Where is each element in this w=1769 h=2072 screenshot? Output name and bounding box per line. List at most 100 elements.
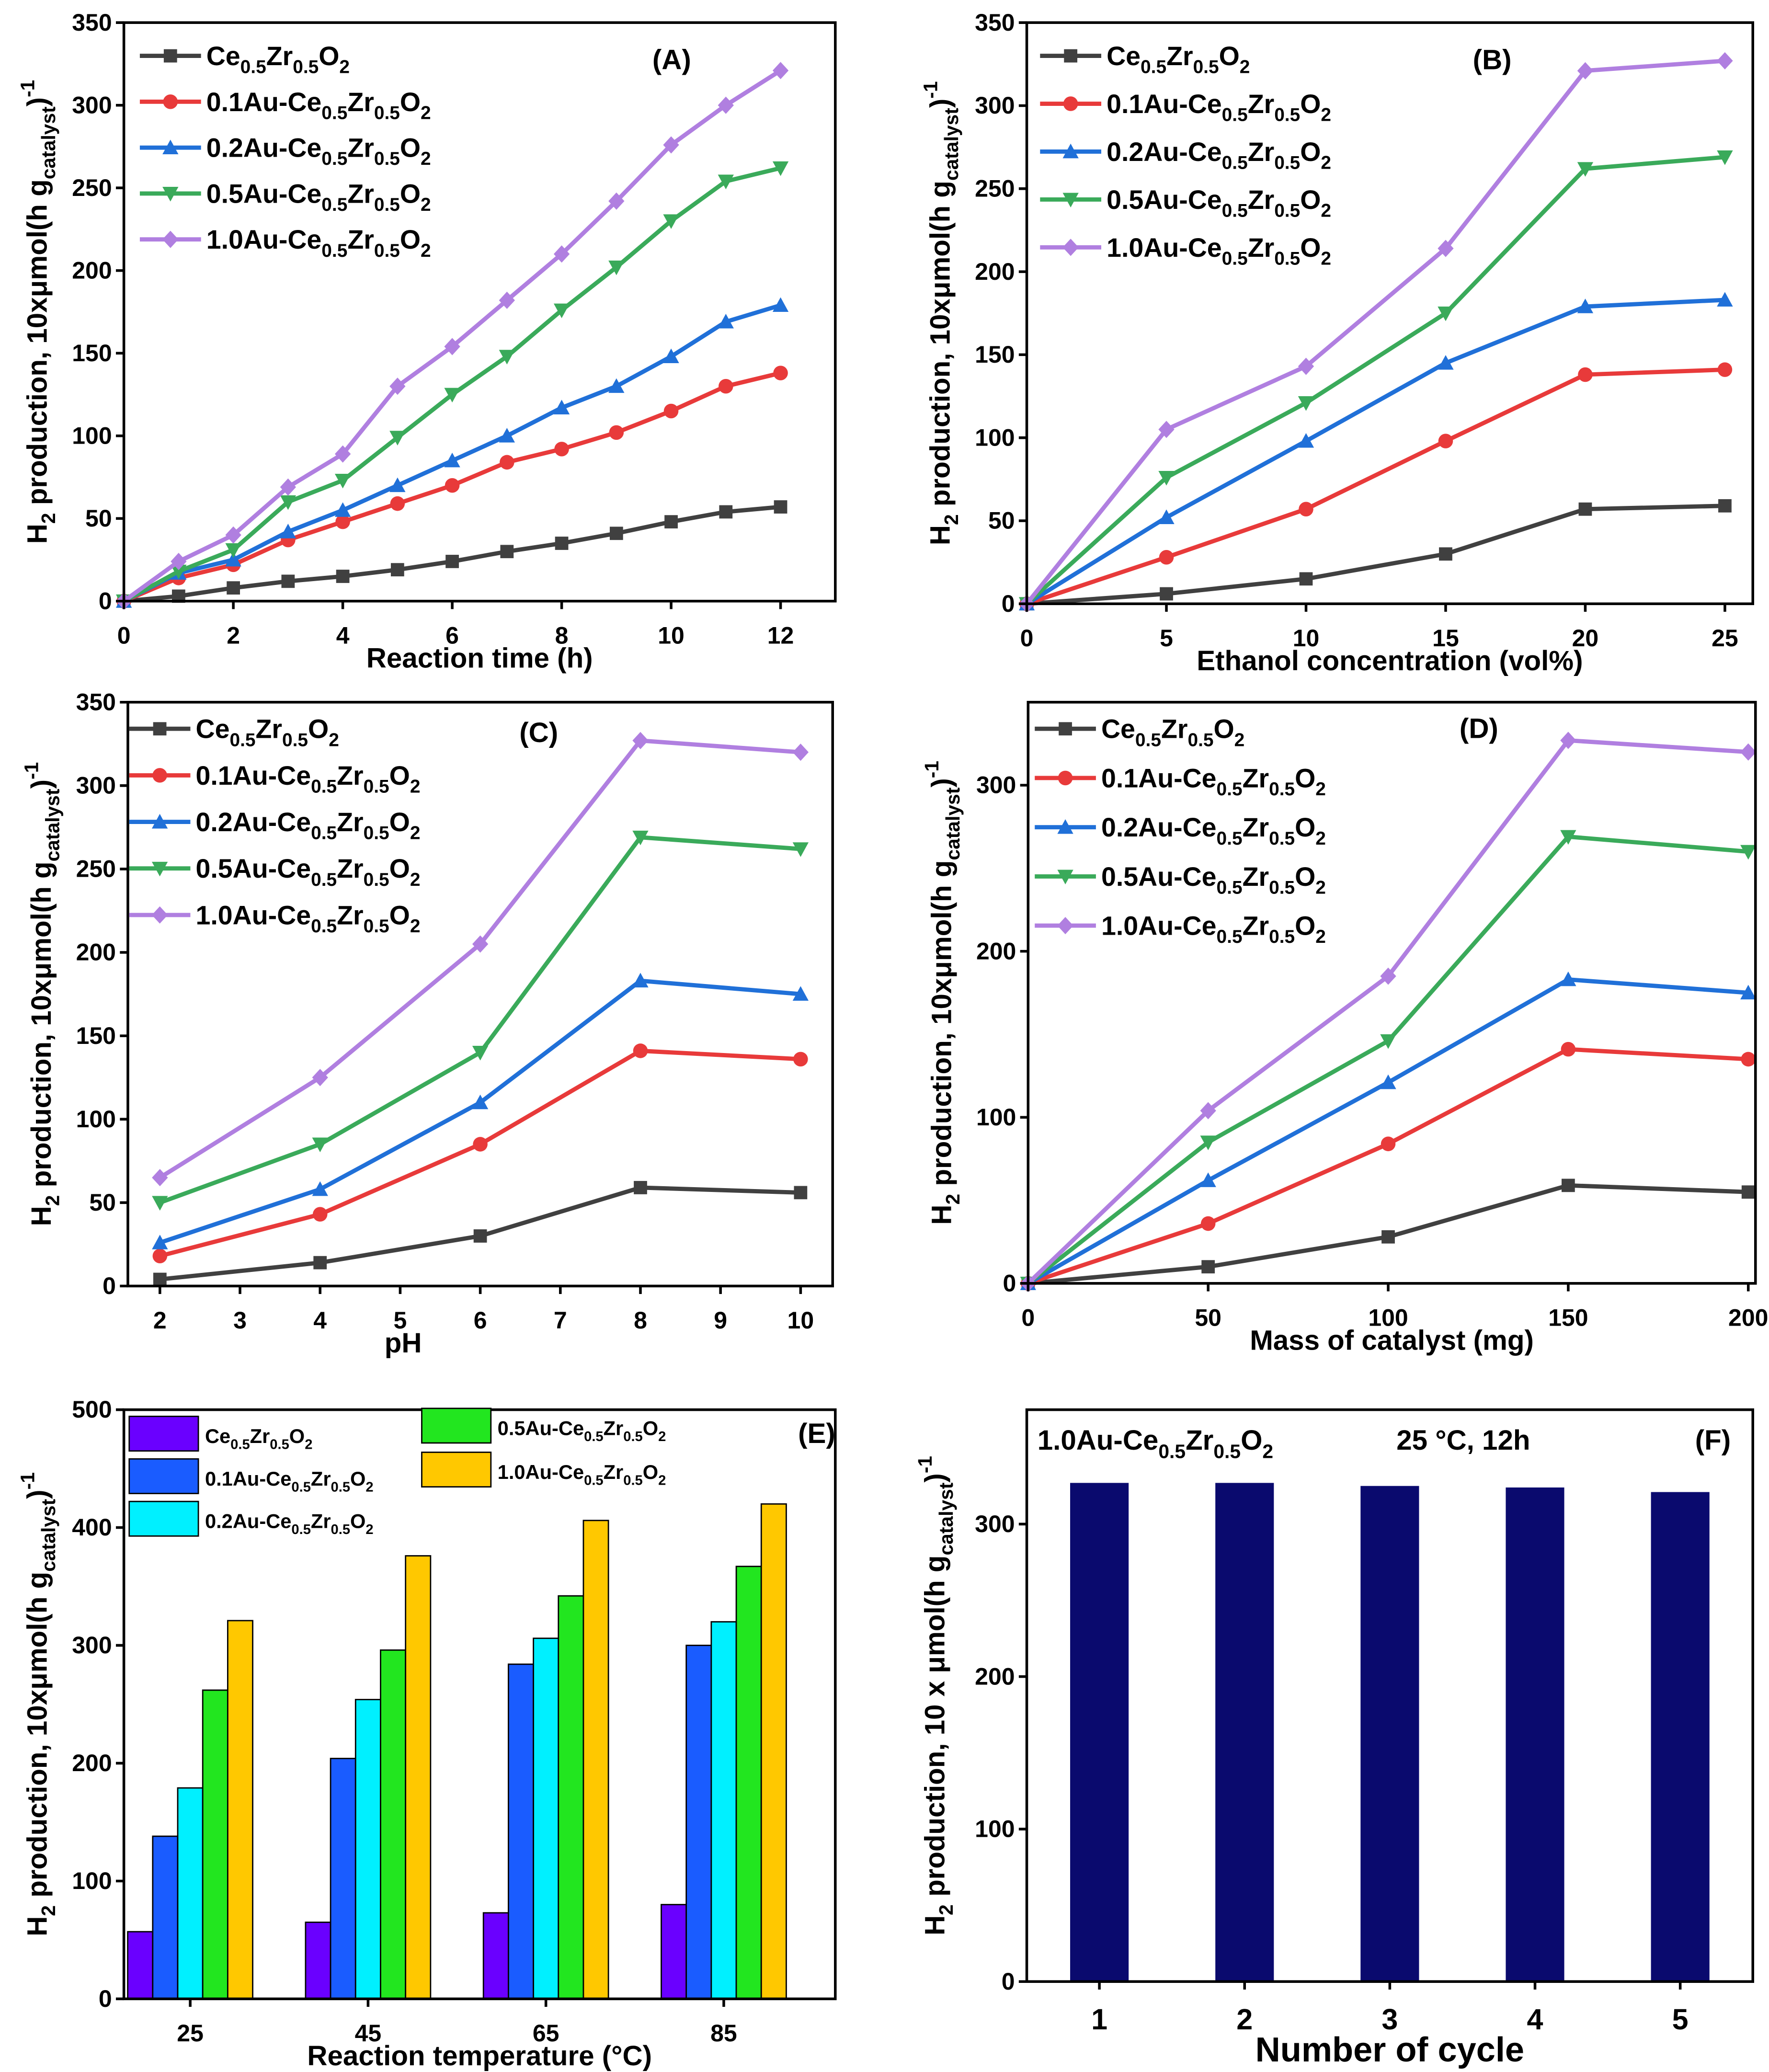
- series-line: [159, 978, 801, 1245]
- triangle-up-marker: [444, 452, 460, 468]
- triangle-up-marker: [553, 400, 570, 414]
- panel-label: (F): [1695, 1425, 1731, 1456]
- bar: [305, 1922, 331, 2000]
- bar: [202, 1689, 228, 2000]
- triangle-up-marker: [499, 428, 515, 443]
- triangle-down-marker: [1057, 870, 1073, 885]
- x-tick-label: 15: [1432, 625, 1459, 652]
- diamond-marker: [444, 338, 460, 355]
- diamond-marker: [608, 192, 625, 210]
- circle-marker: [1200, 1216, 1216, 1231]
- legend-label: 1.0Au-Ce0.5Zr0.5O2: [1107, 233, 1331, 269]
- x-tick-label: 8: [555, 622, 569, 649]
- y-tick-label: 100: [72, 422, 112, 449]
- x-tick-label: 5: [394, 1307, 407, 1334]
- y-tick-label: 0: [1002, 1968, 1015, 1995]
- y-tick-label: 250: [76, 856, 116, 882]
- series-line: [1026, 298, 1725, 606]
- circle-marker: [1561, 1042, 1576, 1057]
- triangle-up-marker: [792, 986, 809, 1001]
- bar: [1215, 1483, 1274, 1982]
- triangle-up-marker: [1560, 971, 1576, 986]
- diamond-marker: [1298, 357, 1314, 375]
- circle-marker: [500, 455, 514, 470]
- panel-a: 0 50 100 150 200 250 300 350 0 2 4 6 8 10 12 Reaction t…: [16, 9, 837, 674]
- square-marker: [153, 722, 167, 736]
- y-tick-label: 200: [72, 1750, 112, 1776]
- triangle-up-marker: [663, 348, 679, 364]
- square-marker: [500, 545, 514, 559]
- panel-b: 0 50 100 150 200 250 300 350 0 5 10 15 20 25 Ethanol c…: [919, 9, 1755, 676]
- x-tick-label: 100: [1368, 1305, 1408, 1331]
- x-tick-label: 50: [1195, 1305, 1221, 1331]
- circle-marker: [390, 496, 405, 511]
- legend-swatch: [421, 1451, 492, 1488]
- panel-d: 0 100 200 300 0 50 100 150 200 Mass of catalyst (…: [921, 700, 1768, 1356]
- x-tick-label: 12: [767, 622, 794, 649]
- circle-marker: [1381, 1136, 1396, 1151]
- square-marker: [227, 581, 240, 595]
- x-tick-label: 2: [227, 622, 240, 649]
- x-axis-label: Ethanol concentration (vol%): [1197, 645, 1583, 676]
- square-marker: [1299, 572, 1313, 586]
- legend-label: 0.5Au-Ce0.5Zr0.5O2: [1101, 862, 1326, 898]
- diamond-marker: [1200, 1102, 1216, 1120]
- triangle-up-marker: [1200, 1172, 1216, 1187]
- plot-frame: [1027, 700, 1757, 1285]
- triangle-down-marker: [608, 260, 625, 275]
- legend-label: 1.0Au-Ce0.5Zr0.5O2: [1101, 911, 1326, 948]
- triangle-up-marker: [162, 139, 179, 155]
- square-marker: [1201, 1260, 1215, 1274]
- legend-label: 1.0Au-Ce0.5Zr0.5O2: [498, 1461, 666, 1488]
- triangle-up-marker: [152, 1235, 168, 1249]
- circle-marker: [554, 442, 569, 457]
- y-tick-label: 300: [976, 772, 1016, 799]
- legend-label: Ce0.5Zr0.5O2: [205, 1425, 312, 1452]
- triangle-up-marker: [334, 502, 351, 517]
- x-tick-label: 45: [355, 2020, 382, 2047]
- diamond-marker: [312, 1069, 328, 1087]
- y-tick-label: 300: [975, 92, 1015, 119]
- bar: [405, 1555, 432, 2000]
- bar: [1360, 1486, 1419, 1982]
- triangle-down-marker: [1380, 1034, 1396, 1049]
- legend-label: 0.2Au-Ce0.5Zr0.5O2: [1101, 813, 1326, 849]
- triangle-down-marker: [792, 842, 809, 857]
- circle-marker: [1058, 770, 1073, 786]
- circle-marker: [163, 94, 178, 109]
- y-tick-label: 200: [72, 257, 112, 284]
- legend-label: 0.1Au-Ce0.5Zr0.5O2: [1107, 89, 1331, 126]
- x-axis-label: Reaction temperature (°C): [307, 2040, 652, 2072]
- triangle-up-marker: [1158, 509, 1175, 524]
- series-line: [159, 738, 801, 1179]
- series-line: [1025, 58, 1725, 606]
- x-tick-label: 3: [1381, 2003, 1398, 2036]
- triangle-down-marker: [1438, 306, 1454, 321]
- triangle-down-marker: [152, 1196, 168, 1211]
- x-tick-label: 8: [634, 1307, 647, 1334]
- square-marker: [153, 1272, 167, 1286]
- y-tick-label: 500: [72, 1396, 112, 1423]
- series-line: [1027, 834, 1749, 1285]
- x-tick-label: 2: [153, 1307, 167, 1334]
- triangle-up-marker: [1298, 433, 1314, 448]
- x-tick-label: 9: [714, 1307, 727, 1334]
- legend-swatch: [421, 1408, 492, 1444]
- plot-frame: [122, 21, 837, 603]
- y-tick-label: 0: [99, 587, 112, 614]
- circle-marker: [445, 478, 460, 493]
- legend: Ce0.5Zr0.5O2 0.1Au-Ce0.5Zr0.5O2 0.2Au-Ce0.…: [1035, 714, 1326, 948]
- bar: [507, 1663, 534, 2000]
- x-tick-label: 150: [1548, 1305, 1588, 1331]
- y-tick-label: 400: [72, 1514, 112, 1541]
- x-tick-label: 10: [1293, 625, 1320, 652]
- triangle-up-marker: [1740, 984, 1757, 1000]
- y-tick-label: 250: [72, 174, 112, 201]
- triangle-up-marker: [1057, 819, 1073, 834]
- diamond-marker: [632, 732, 649, 749]
- diamond-marker: [1740, 743, 1757, 761]
- triangle-up-marker: [1062, 143, 1079, 159]
- square-marker: [719, 505, 733, 519]
- circle-marker: [1299, 502, 1313, 517]
- square-marker: [634, 1181, 647, 1194]
